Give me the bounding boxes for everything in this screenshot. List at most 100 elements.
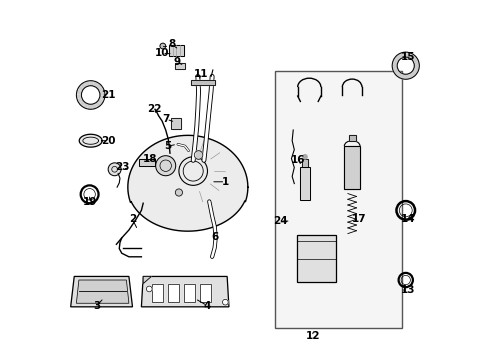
- Polygon shape: [142, 276, 229, 307]
- Polygon shape: [100, 92, 105, 95]
- Text: 13: 13: [401, 285, 415, 295]
- Circle shape: [222, 299, 228, 305]
- Polygon shape: [411, 71, 416, 77]
- Polygon shape: [76, 95, 82, 98]
- Text: 3: 3: [93, 301, 100, 311]
- Polygon shape: [406, 74, 409, 79]
- Polygon shape: [393, 58, 399, 62]
- Polygon shape: [94, 81, 98, 87]
- Bar: [152, 284, 163, 302]
- Polygon shape: [83, 103, 88, 109]
- Bar: [297, 235, 336, 282]
- Text: 16: 16: [291, 156, 305, 165]
- Polygon shape: [96, 84, 101, 89]
- Bar: [344, 146, 360, 189]
- Bar: [171, 118, 181, 129]
- Circle shape: [160, 43, 166, 49]
- Bar: [168, 284, 179, 302]
- Bar: [302, 158, 308, 167]
- Polygon shape: [412, 55, 416, 60]
- Text: 17: 17: [352, 214, 367, 224]
- Polygon shape: [98, 99, 103, 104]
- Polygon shape: [80, 101, 85, 107]
- Bar: [300, 167, 310, 200]
- Bar: [175, 63, 185, 69]
- Text: 15: 15: [401, 52, 415, 62]
- Bar: [184, 284, 195, 302]
- Circle shape: [175, 189, 182, 196]
- Polygon shape: [92, 104, 96, 109]
- Polygon shape: [81, 82, 86, 88]
- Text: 23: 23: [116, 162, 130, 172]
- Bar: [139, 159, 155, 166]
- Text: 6: 6: [211, 232, 218, 242]
- Text: 24: 24: [273, 216, 287, 226]
- Polygon shape: [398, 73, 402, 78]
- Bar: [139, 159, 155, 166]
- Polygon shape: [393, 68, 398, 73]
- Text: 8: 8: [168, 39, 175, 49]
- Polygon shape: [403, 52, 406, 57]
- Polygon shape: [395, 55, 401, 60]
- Text: 7: 7: [163, 114, 170, 124]
- Bar: [152, 284, 163, 302]
- Bar: [344, 146, 360, 189]
- Bar: [192, 80, 215, 85]
- Polygon shape: [76, 90, 82, 94]
- Bar: [348, 135, 356, 141]
- Bar: [168, 284, 179, 302]
- Polygon shape: [407, 52, 410, 58]
- Bar: [169, 45, 184, 57]
- Polygon shape: [78, 86, 84, 91]
- Text: 21: 21: [101, 90, 116, 100]
- Text: 1: 1: [222, 177, 229, 187]
- Polygon shape: [414, 67, 419, 70]
- Polygon shape: [90, 81, 93, 86]
- Bar: [302, 158, 308, 167]
- Bar: [175, 63, 185, 69]
- Bar: [297, 235, 336, 282]
- Polygon shape: [99, 96, 105, 100]
- Text: 2: 2: [129, 214, 136, 224]
- Polygon shape: [399, 53, 403, 58]
- Bar: [300, 167, 310, 200]
- Polygon shape: [77, 98, 83, 103]
- Polygon shape: [402, 74, 405, 79]
- Bar: [200, 284, 211, 302]
- Polygon shape: [413, 69, 418, 74]
- Text: 5: 5: [165, 141, 172, 151]
- Circle shape: [147, 286, 152, 292]
- Text: 4: 4: [204, 301, 211, 311]
- Text: 18: 18: [143, 154, 158, 163]
- Polygon shape: [392, 62, 397, 65]
- Bar: [184, 284, 195, 302]
- Polygon shape: [414, 63, 419, 66]
- Polygon shape: [395, 71, 400, 76]
- Polygon shape: [413, 59, 418, 63]
- Polygon shape: [76, 280, 129, 303]
- Text: 9: 9: [173, 57, 181, 67]
- Polygon shape: [85, 81, 89, 86]
- Text: 14: 14: [401, 214, 415, 224]
- Polygon shape: [128, 135, 248, 231]
- Bar: [171, 118, 181, 129]
- Bar: [348, 135, 356, 141]
- Circle shape: [156, 156, 176, 176]
- Bar: [200, 284, 211, 302]
- Text: 20: 20: [101, 136, 116, 146]
- Bar: [169, 45, 184, 57]
- Polygon shape: [88, 104, 92, 109]
- Polygon shape: [408, 73, 413, 78]
- Polygon shape: [96, 102, 100, 107]
- Text: 22: 22: [147, 104, 161, 114]
- Polygon shape: [79, 134, 102, 147]
- Polygon shape: [143, 276, 151, 284]
- Circle shape: [194, 151, 203, 159]
- Circle shape: [303, 155, 307, 159]
- Text: 12: 12: [306, 332, 320, 342]
- Bar: [192, 80, 215, 85]
- Polygon shape: [392, 66, 397, 69]
- Bar: [275, 71, 402, 328]
- Polygon shape: [71, 276, 132, 307]
- Text: 11: 11: [194, 68, 209, 78]
